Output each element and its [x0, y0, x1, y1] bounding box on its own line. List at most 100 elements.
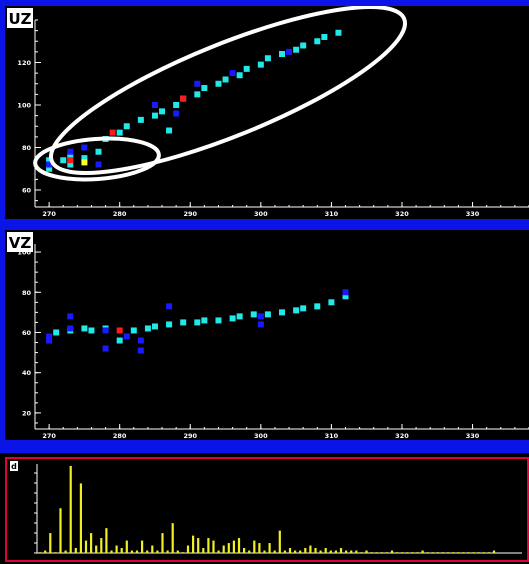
vz-point-red: [116, 327, 123, 334]
uz-point-red: [67, 157, 74, 164]
hist-bar: [186, 545, 190, 553]
vz-point-cyan: [300, 305, 307, 312]
vz-point-cyan: [342, 293, 349, 300]
uz-point-blue: [194, 80, 201, 87]
hist-bar: [192, 535, 195, 553]
hist-bar: [324, 548, 327, 553]
uz-annotation-large-ellipse: [48, 5, 408, 175]
uz-point-yellow: [81, 159, 88, 166]
vz-point-cyan: [53, 329, 60, 336]
hist-bar: [278, 530, 281, 553]
hist-bar: [39, 552, 42, 553]
hist-label: d: [11, 462, 17, 471]
uz-point-cyan: [67, 153, 74, 159]
vz-point-cyan: [144, 325, 151, 332]
hist-bar: [105, 528, 108, 553]
vz-y-tick-label: 40: [22, 369, 32, 377]
hist-bar: [472, 552, 475, 553]
uz-point-blue: [81, 144, 88, 151]
hist-bar: [355, 550, 358, 553]
vz-x-tick-label: 270: [42, 432, 56, 440]
hist-bar: [130, 550, 133, 553]
vz-x-tick-label: 320: [395, 432, 409, 440]
vz-point-blue: [257, 321, 264, 328]
vz-point-blue: [46, 333, 53, 340]
uz-x-tick-label: 270: [42, 210, 56, 218]
hist-bar: [288, 548, 292, 553]
vz-left-border: [0, 219, 5, 444]
hist-bar: [115, 545, 118, 553]
hist-bar: [329, 550, 332, 553]
hist-bar: [146, 550, 149, 553]
vz-y-tick-label: 60: [22, 329, 32, 337]
hist-bar: [100, 538, 103, 553]
hist-bar: [222, 545, 225, 553]
hist-bar: [227, 543, 230, 553]
vz-point-blue: [137, 347, 144, 354]
uz-point-blue: [46, 161, 53, 168]
separator-1: [0, 219, 529, 230]
uz-point-cyan: [173, 102, 180, 108]
hist-bar: [339, 548, 343, 553]
hist-bar: [110, 550, 113, 553]
uz-y-tick-label: 100: [17, 102, 31, 110]
vz-x-tick-label: 310: [325, 432, 339, 440]
uz-point-cyan: [222, 76, 229, 83]
vz-y-tick-label: 20: [22, 409, 32, 417]
hist-bar: [375, 552, 378, 553]
hist-bar: [441, 552, 445, 553]
hist-bar: [151, 545, 154, 553]
uz-x-tick-label: 320: [395, 210, 409, 218]
uz-point-cyan: [95, 148, 102, 155]
hist-bar: [457, 552, 460, 553]
uz-point-blue: [229, 70, 236, 77]
hist-bar: [370, 552, 373, 553]
vz-point-blue: [342, 289, 349, 296]
vz-point-blue: [102, 345, 109, 352]
hist-label-box: [10, 461, 18, 471]
hist-bar: [390, 550, 394, 553]
uz-label-box: [7, 8, 33, 28]
vz-x-tick-label: 330: [466, 432, 480, 440]
hist-bar: [421, 550, 424, 553]
vz-point-cyan: [201, 317, 208, 324]
hist-bar: [232, 540, 235, 553]
hist-bar: [181, 552, 184, 553]
hist-bar: [125, 540, 128, 553]
vz-point-cyan: [328, 299, 335, 306]
vz-point-blue: [46, 337, 53, 344]
hist-bar: [416, 552, 419, 553]
vz-point-blue: [67, 313, 74, 320]
hist-bar: [120, 548, 123, 553]
uz-point-cyan: [264, 55, 271, 62]
hist-bar: [492, 550, 496, 553]
vz-point-blue: [123, 333, 130, 340]
hist-bar: [95, 545, 98, 553]
uz-point-red: [109, 129, 116, 136]
vz-x-tick-label: 290: [183, 432, 197, 440]
uz-point-cyan: [151, 112, 158, 119]
hist-bar: [467, 552, 470, 553]
hist-bar: [176, 550, 179, 553]
hist-bar: [202, 548, 205, 553]
vz-x-tick-label: 300: [254, 432, 268, 440]
uz-y-tick-label: 120: [17, 59, 31, 67]
uz-x-tick-label: 280: [113, 210, 127, 218]
hist-bar: [156, 550, 159, 553]
separator-2: [0, 440, 529, 453]
hist-bar: [426, 552, 429, 553]
hist-bar: [482, 552, 485, 553]
uz-x-tick-label: 330: [466, 210, 480, 218]
vz-point-cyan: [264, 311, 271, 318]
uz-point-cyan: [123, 123, 130, 130]
hist-bar: [217, 550, 220, 553]
hist-bar: [59, 508, 62, 553]
vz-point-cyan: [194, 319, 201, 326]
vz-chart: 20 40 60 80 100 270 280 290 300 310 320 330 VZ: [7, 232, 529, 440]
hist-bar: [304, 548, 307, 553]
vz-y-tick-label: 80: [22, 289, 32, 297]
uz-annotation-small-ellipse: [33, 136, 161, 182]
hist-bar: [431, 552, 434, 553]
vz-point-cyan: [116, 337, 123, 344]
uz-x-tick-label: 310: [325, 210, 339, 218]
